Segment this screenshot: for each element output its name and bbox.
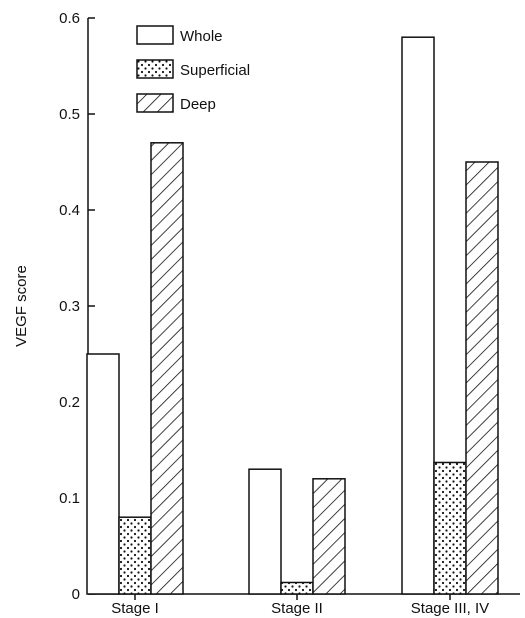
x-tick-label: Stage II <box>271 600 323 617</box>
legend-swatch-deep <box>136 93 174 113</box>
x-axis: Stage I Stage II Stage III, IV <box>88 593 520 617</box>
bar-deep-3 <box>465 161 499 595</box>
bar-whole-3 <box>401 36 435 595</box>
legend-label: Whole <box>180 28 223 45</box>
y-axis-title: VEGF score <box>13 265 30 347</box>
y-tick-label: 0.4 <box>59 202 80 219</box>
legend-swatch-whole <box>136 25 174 45</box>
y-tick-label: 0.2 <box>59 394 80 411</box>
y-tick-label: 0 <box>72 586 80 603</box>
bar-superficial-2 <box>280 581 314 595</box>
bar-whole-1 <box>86 353 120 595</box>
y-tick-label: 0.6 <box>59 10 80 27</box>
bar-deep-2 <box>312 478 346 595</box>
bars <box>86 36 499 595</box>
legend: Whole Superficial Deep <box>136 25 250 113</box>
y-tick-label: 0.1 <box>59 490 80 507</box>
bar-whole-2 <box>248 468 282 595</box>
bar-deep-1 <box>150 142 184 595</box>
x-tick-label: Stage I <box>111 600 159 617</box>
y-tick-label: 0.5 <box>59 106 80 123</box>
bar-superficial-3 <box>433 461 467 595</box>
legend-swatch-superficial <box>136 59 174 79</box>
y-tick-label: 0.3 <box>59 298 80 315</box>
x-tick-label: Stage III, IV <box>411 600 489 617</box>
legend-label: Deep <box>180 96 216 113</box>
legend-label: Superficial <box>180 62 250 79</box>
bar-superficial-1 <box>118 516 152 595</box>
